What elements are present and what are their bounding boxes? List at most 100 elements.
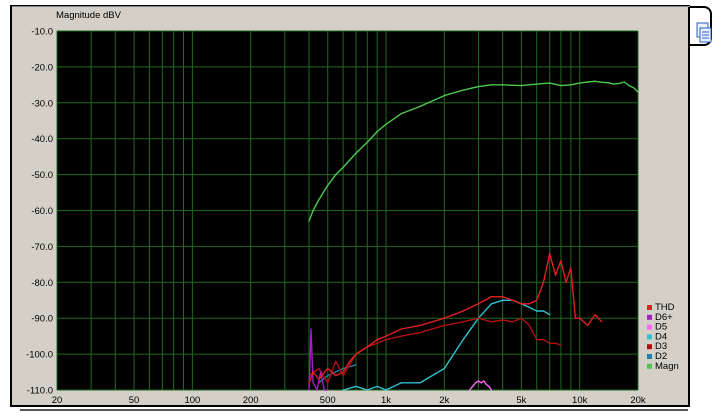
data-point [385,389,387,391]
legend-swatch [647,344,652,350]
data-point [488,385,490,388]
data-point [342,371,344,373]
data-point [400,335,402,337]
data-point [560,344,562,346]
data-point [308,220,310,222]
data-point [511,321,514,323]
y-tick-label: -40.0 [31,134,53,145]
data-point [316,389,318,391]
data-point [477,303,480,305]
series-line-d2 [318,364,357,384]
data-point [310,328,312,330]
side-bracket [690,6,712,46]
data-point [490,84,493,86]
x-tick-label: 5k [516,395,526,406]
data-point [308,389,310,391]
data-point [366,141,368,143]
data-point [419,382,421,384]
data-point [502,84,504,86]
bottom-shadow [20,409,688,411]
data-point [327,184,329,186]
data-point [480,382,482,384]
legend-swatch [647,354,652,359]
data-point [565,281,567,283]
data-point [502,299,504,301]
data-point [485,384,488,386]
data-point [327,375,329,377]
data-point [312,382,314,384]
data-point [419,105,421,107]
data-point [355,152,357,154]
data-point [366,346,368,348]
data-point [511,299,514,301]
data-point [400,112,402,115]
document-icon[interactable] [694,22,712,44]
x-tick-label: 50 [129,395,140,406]
y-tick-label: -90.0 [31,314,53,325]
data-point [366,389,368,391]
frame-top-line [12,6,690,7]
data-point [628,84,630,87]
data-point [542,339,545,341]
data-point [318,199,320,201]
data-point [549,82,551,84]
data-point [536,299,538,301]
data-point [462,321,464,323]
data-point [400,328,402,330]
legend-swatch [647,305,652,310]
x-tick-label: 2k [439,395,449,406]
data-point [385,335,387,337]
data-point [400,382,402,384]
legend-label: Magn [655,361,679,372]
legend-label: D6+ [655,312,673,323]
data-point [327,367,329,370]
data-point [355,385,357,388]
data-point [520,317,523,319]
legend-label: D5 [655,322,667,333]
data-point [342,389,344,391]
data-point [477,86,480,88]
legend-label: D4 [655,331,667,342]
data-point [335,174,337,176]
legend-label: D2 [655,351,667,362]
data-point [587,81,589,83]
data-point [618,82,620,85]
data-point [342,166,344,169]
x-tick-label: 10k [572,395,588,406]
x-tick-label: 100 [184,395,200,406]
data-point [308,382,310,384]
data-point [536,310,538,312]
data-point [355,364,357,366]
data-point [536,83,538,85]
data-point [443,367,445,370]
data-point [637,91,639,93]
data-point [419,324,421,326]
data-point [327,382,329,384]
y-tick-label: -30.0 [31,98,53,109]
series-line-d4 [342,299,551,391]
legend-swatch [647,324,652,330]
legend-swatch [647,363,652,369]
data-point [320,371,322,373]
data-point [633,87,635,89]
data-point [477,380,480,382]
data-point [542,310,545,312]
data-point [623,81,625,83]
data-point [554,342,557,344]
data-point [462,310,464,312]
y-tick-label: -60.0 [31,206,53,217]
data-point [613,83,615,85]
data-point [520,303,523,305]
data-point [483,380,485,382]
data-point [472,385,474,388]
data-point [385,339,387,341]
data-point [474,382,477,384]
y-tick-label: -100.0 [26,350,53,361]
x-tick-label: 20k [630,395,646,406]
data-point [554,274,557,276]
data-point [462,339,464,341]
data-point [528,303,531,305]
data-point [443,324,445,326]
data-point [342,367,344,370]
data-point [490,296,493,298]
